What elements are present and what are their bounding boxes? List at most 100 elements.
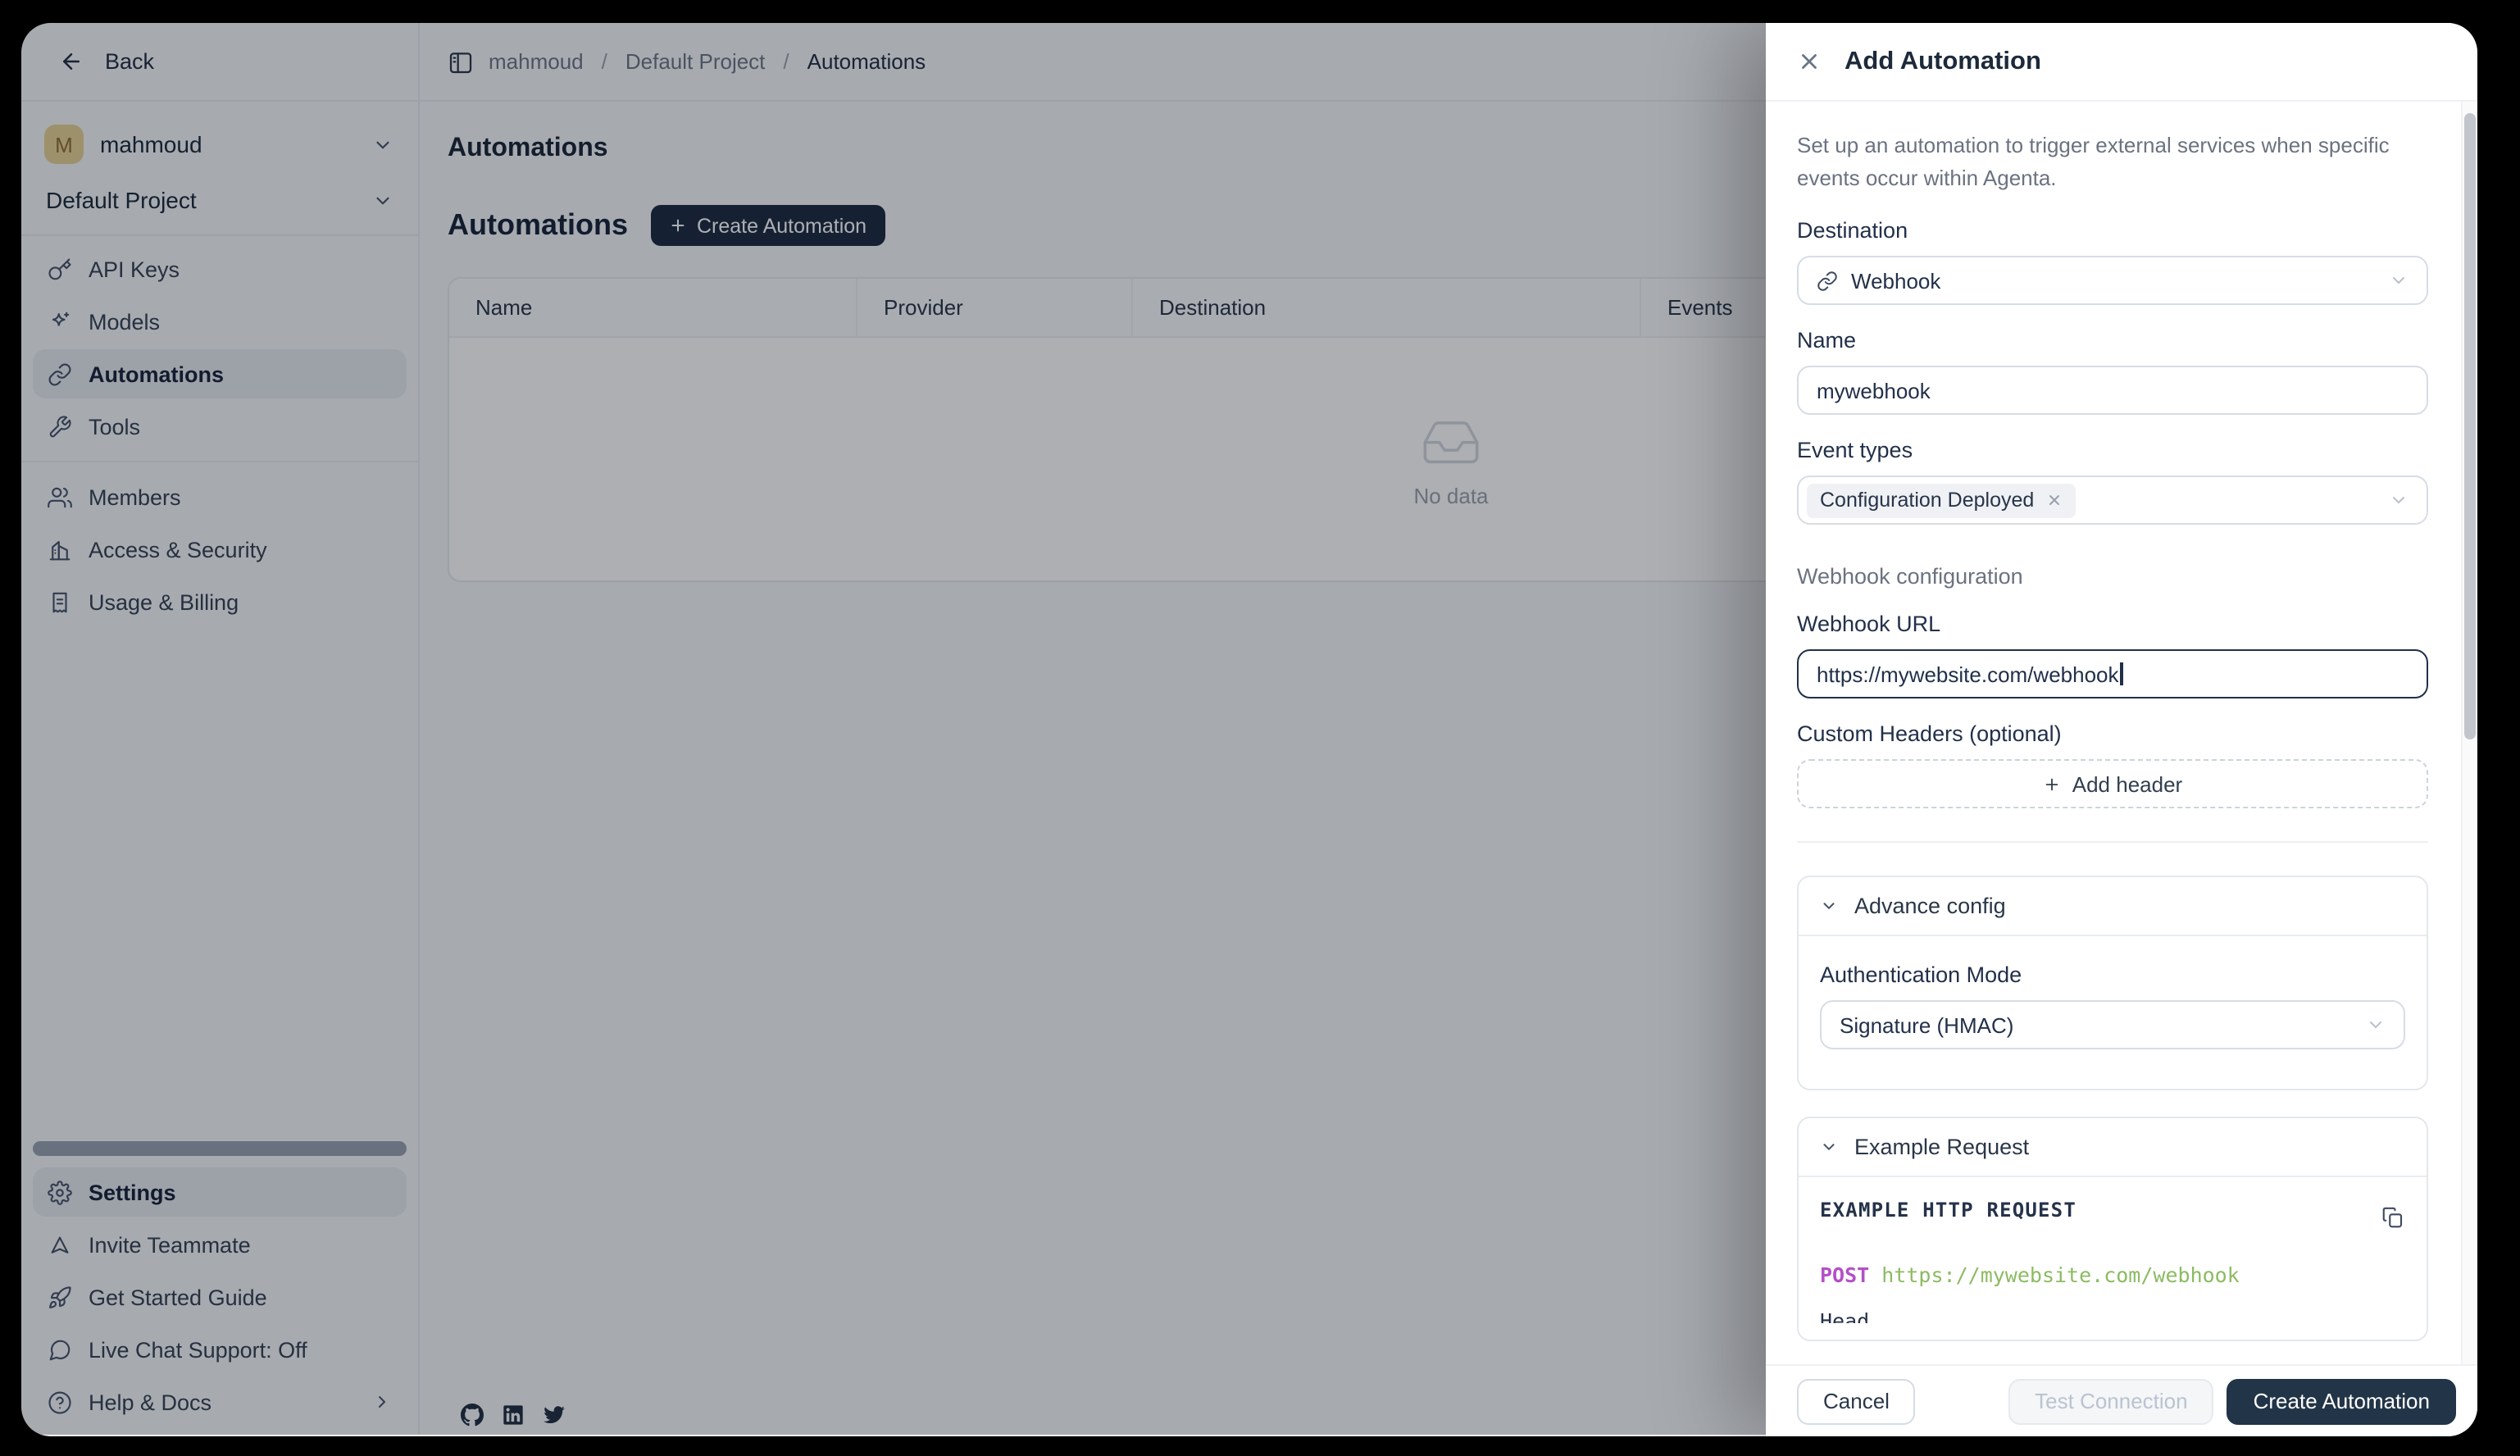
breadcrumb: mahmoud / Default Project / Automations xyxy=(420,23,2477,100)
drawer-mask[interactable] xyxy=(21,23,1766,1435)
chevron-down-icon xyxy=(372,134,393,155)
auth-mode-select[interactable]: Signature (HMAC) xyxy=(1820,1000,2405,1050)
divider xyxy=(1797,841,2428,844)
sidebar-item-automations[interactable]: Automations xyxy=(33,349,407,398)
question-circle-icon xyxy=(48,1390,72,1414)
breadcrumb-project[interactable]: Default Project xyxy=(625,49,766,74)
sidebar-nav-primary: API Keys Models Automations xyxy=(21,244,418,451)
sidebar-item-label: Members xyxy=(89,485,181,509)
sidebar-item-invite-teammate[interactable]: Invite Teammate xyxy=(33,1220,407,1269)
chevron-down-icon xyxy=(2389,491,2409,511)
add-automation-drawer: Add Automation Set up an automation to t… xyxy=(1766,23,2477,1436)
receipt-icon xyxy=(48,589,72,614)
breadcrumb-workspace[interactable]: mahmoud xyxy=(489,49,584,74)
sidebar-item-members[interactable]: Members xyxy=(33,472,407,521)
inbox-icon xyxy=(1408,410,1494,472)
column-header-events: Events xyxy=(1667,295,1733,320)
sidebar-item-help-docs[interactable]: Help & Docs xyxy=(33,1377,407,1426)
back-button[interactable]: Back xyxy=(21,23,420,100)
copy-icon[interactable] xyxy=(2381,1206,2405,1231)
key-icon xyxy=(48,257,72,281)
advance-config-title: Advance config xyxy=(1854,894,2006,919)
table-empty-state: No data xyxy=(449,338,2453,580)
example-request-title: Example Request xyxy=(1854,1135,2030,1160)
gear-icon xyxy=(48,1180,72,1204)
test-connection-button[interactable]: Test Connection xyxy=(2008,1378,2214,1424)
cancel-button[interactable]: Cancel xyxy=(1797,1378,1916,1424)
event-types-label: Event types xyxy=(1797,438,1913,463)
webhook-configuration-heading: Webhook configuration xyxy=(1797,564,2023,589)
sidebar-item-label: Automations xyxy=(89,362,224,386)
name-label: Name xyxy=(1797,328,1857,353)
github-icon[interactable] xyxy=(461,1404,484,1426)
drawer-header: Add Automation xyxy=(1766,23,2477,102)
sidebar-item-access-security[interactable]: Access & Security xyxy=(33,525,407,574)
event-type-tag-label: Configuration Deployed xyxy=(1820,489,2035,512)
sparkle-icon xyxy=(48,309,72,334)
sidebar-item-settings[interactable]: Settings xyxy=(33,1167,407,1217)
sidebar-item-api-keys[interactable]: API Keys xyxy=(33,244,407,293)
column-header-provider: Provider xyxy=(857,279,1133,336)
breadcrumb-current: Automations xyxy=(807,49,926,74)
add-header-button[interactable]: Add header xyxy=(1797,759,2428,809)
auth-mode-value: Signature (HMAC) xyxy=(1840,1012,2014,1038)
event-types-select[interactable]: Configuration Deployed xyxy=(1797,475,2428,526)
example-http-request-heading: EXAMPLE HTTP REQUEST xyxy=(1820,1199,2076,1222)
sidebar-nav-secondary: Members Access & Security Usage & Billin… xyxy=(21,472,418,626)
link-icon xyxy=(1817,271,1838,292)
workspace-name: mahmoud xyxy=(100,131,202,157)
sidebar-item-label: Models xyxy=(89,309,161,334)
horizontal-scrollbar[interactable] xyxy=(33,1141,407,1156)
destination-select[interactable]: Webhook xyxy=(1797,256,2428,306)
webhook-url-value: https://mywebsite.com/webhook xyxy=(1817,662,2119,687)
users-icon xyxy=(48,485,72,509)
name-input[interactable]: mywebhook xyxy=(1797,366,2428,416)
drawer-footer: Cancel Test Connection Create Automation xyxy=(1766,1364,2477,1436)
create-automation-submit-button[interactable]: Create Automation xyxy=(2227,1378,2456,1424)
example-request-toggle[interactable]: Example Request xyxy=(1799,1119,2427,1178)
sidebar-panel-icon[interactable] xyxy=(448,48,474,75)
sidebar-item-label: Usage & Billing xyxy=(89,589,239,614)
scrollbar-thumb[interactable] xyxy=(2464,113,2476,739)
rocket-icon xyxy=(48,1285,72,1309)
drawer-title: Add Automation xyxy=(1845,47,2041,75)
example-request-body: EXAMPLE HTTP REQUEST POST https://mywebs… xyxy=(1799,1178,2427,1340)
plus-icon xyxy=(2043,776,2061,794)
page-title: Automations xyxy=(448,134,608,162)
example-code-line: POST https://mywebsite.com/webhook xyxy=(1820,1263,2405,1288)
top-bar: Back mahmoud / Default Project / Automat… xyxy=(21,23,2477,102)
sidebar-divider xyxy=(21,461,418,462)
linkedin-icon[interactable] xyxy=(502,1404,525,1426)
sidebar-item-models[interactable]: Models xyxy=(33,297,407,346)
add-header-label: Add header xyxy=(2072,771,2183,797)
sidebar-item-label: Help & Docs xyxy=(89,1390,212,1414)
column-header-destination: Destination xyxy=(1133,279,1641,336)
name-value: mywebhook xyxy=(1817,378,1931,403)
drawer-description: Set up an automation to trigger external… xyxy=(1797,133,2390,191)
http-url: https://mywebsite.com/webhook xyxy=(1881,1263,2240,1288)
workspace-selector[interactable]: M mahmoud xyxy=(44,125,393,164)
tag-close-icon[interactable] xyxy=(2045,493,2062,509)
webhook-url-input[interactable]: https://mywebsite.com/webhook xyxy=(1797,649,2428,699)
drawer-scrollbar[interactable] xyxy=(2461,102,2477,1364)
chevron-right-icon xyxy=(372,1392,392,1412)
chevron-down-icon xyxy=(372,189,393,211)
close-icon[interactable] xyxy=(1797,49,1822,74)
sidebar-item-label: Invite Teammate xyxy=(89,1232,251,1257)
app-window: Back mahmoud / Default Project / Automat… xyxy=(21,23,2477,1436)
project-selector[interactable]: Default Project xyxy=(46,187,393,213)
social-links xyxy=(461,1404,566,1426)
sidebar-item-tools[interactable]: Tools xyxy=(33,402,407,451)
advance-config-toggle[interactable]: Advance config xyxy=(1799,878,2427,937)
section-title: Automations xyxy=(448,208,628,241)
breadcrumb-separator: / xyxy=(783,49,789,74)
sidebar-item-usage-billing[interactable]: Usage & Billing xyxy=(33,577,407,626)
sidebar-item-live-chat[interactable]: Live Chat Support: Off xyxy=(33,1325,407,1374)
destination-value: Webhook xyxy=(1851,268,1941,293)
twitter-icon[interactable] xyxy=(543,1404,566,1426)
plus-icon xyxy=(669,216,687,234)
create-automation-button[interactable]: Create Automation xyxy=(651,205,885,246)
building-icon xyxy=(48,537,72,562)
sidebar-item-get-started[interactable]: Get Started Guide xyxy=(33,1272,407,1322)
